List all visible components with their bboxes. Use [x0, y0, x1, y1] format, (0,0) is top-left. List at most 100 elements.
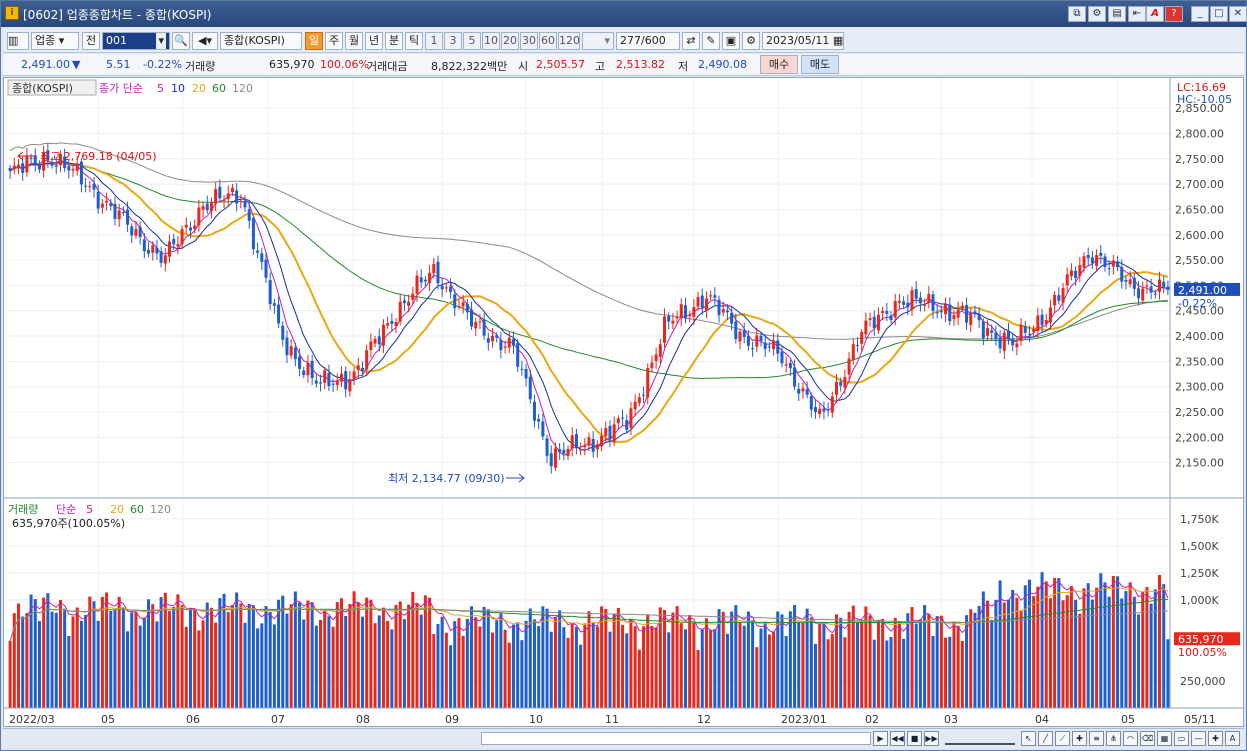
sell-button[interactable]: 매도 [801, 55, 839, 74]
tool-fan-icon[interactable]: ⋔ [1106, 731, 1121, 746]
tool-cursor-icon[interactable]: ↖ [1021, 731, 1036, 746]
code-input[interactable]: 001 ▾ [102, 32, 170, 50]
tool-cross-icon[interactable]: ✚ [1072, 731, 1087, 746]
minimize-button[interactable]: _ [1191, 6, 1209, 22]
x-tick-label: 05/11 [1184, 713, 1216, 726]
tool-grid-icon[interactable]: ▦ [1157, 731, 1172, 746]
minute-1[interactable]: 1 [425, 32, 443, 50]
candle-body [109, 203, 113, 207]
candle-body [1145, 285, 1149, 287]
tab-period-tick[interactable]: 틱 [405, 32, 423, 50]
maximize-button[interactable]: □ [1210, 6, 1228, 22]
candle-body [843, 377, 847, 388]
text-tool-icon[interactable]: A [1225, 731, 1240, 746]
count-field[interactable]: 277/600 [616, 32, 680, 50]
vol-legend-ma60: 60 [130, 503, 144, 516]
legend-name[interactable]: 종합(KOSPI) [12, 82, 73, 95]
close-button[interactable]: ✕ [1229, 6, 1247, 22]
custom-period-select[interactable]: ▾ [582, 32, 614, 50]
candle-body [742, 330, 746, 337]
volume-bar [574, 626, 578, 708]
prev-button[interactable]: 전 [82, 32, 100, 50]
volume-tick-label: 250,000 [1180, 675, 1226, 688]
tool-arc-icon[interactable]: ◠ [1123, 731, 1138, 746]
volume-bar [176, 594, 180, 708]
tab-period-week[interactable]: 주 [325, 32, 343, 50]
minute-60[interactable]: 60 [539, 32, 557, 50]
zoom-out-icon[interactable]: — [1191, 731, 1206, 746]
price-tick-label: 2,300.00 [1175, 381, 1224, 394]
chart-svg[interactable]: 2,850.00 2,800.00 2,750.00 2,700.00 2,650.00… [4, 78, 1243, 726]
print-icon[interactable]: ▤ [1108, 6, 1126, 22]
volume-bar [1086, 583, 1090, 708]
tab-period-day[interactable]: 일 [305, 32, 323, 50]
minute-20[interactable]: 20 [501, 32, 519, 50]
tab-period-minute[interactable]: 분 [385, 32, 403, 50]
first-icon[interactable]: ◀◀ [890, 731, 905, 746]
indicator-icon[interactable]: ✎ [702, 32, 720, 50]
pin-icon[interactable]: ⇤ [1128, 6, 1146, 22]
minute-30[interactable]: 30 [520, 32, 538, 50]
tool-box-icon[interactable]: ▭ [1174, 731, 1189, 746]
candle-body [809, 395, 813, 410]
volume-ma-lines [9, 580, 1169, 642]
low-value: 2,490.08 [698, 58, 747, 71]
date-field[interactable]: 2023/05/11 ▦ [762, 32, 844, 50]
x-tick-label: 05 [101, 713, 115, 726]
compare-icon[interactable]: ⇄ [682, 32, 700, 50]
tool-line-icon[interactable]: ╱ [1038, 731, 1053, 746]
volume-bar [646, 614, 650, 708]
volume-bar [1103, 582, 1107, 708]
candle-body [696, 297, 700, 307]
zoom-in-icon[interactable]: ✚ [1208, 731, 1223, 746]
legend-ma: 종가 단순 [99, 82, 143, 95]
tool-fib-icon[interactable]: ≡ [1089, 731, 1104, 746]
save-icon[interactable]: ▣ [722, 32, 740, 50]
candle-body [474, 322, 478, 329]
legend-ma120: 120 [232, 82, 253, 95]
link-icon[interactable]: ⧉ [1068, 6, 1086, 22]
tool-icon[interactable]: ⚙ [1088, 6, 1106, 22]
volume-bar [1128, 582, 1132, 708]
speaker-icon[interactable]: ◀▾ [192, 32, 218, 50]
tool-trend-icon[interactable]: ⟋ [1055, 731, 1070, 746]
candle-body [230, 188, 234, 193]
volume-bar [260, 623, 264, 708]
scroll-track[interactable] [481, 732, 871, 745]
candle-body [96, 191, 100, 209]
chart-mode-icon[interactable]: ▥ [7, 32, 29, 50]
tool-eraser-icon[interactable]: ⌫ [1140, 731, 1155, 746]
candle-body [1048, 307, 1052, 323]
candle-body [805, 389, 809, 395]
settings-icon[interactable]: ⚙ [742, 32, 760, 50]
volume-bar [973, 612, 977, 708]
price-tick-label: 2,650.00 [1175, 203, 1224, 216]
market-select[interactable]: 업종 ▾ [31, 32, 79, 50]
candle-body [394, 322, 398, 327]
volume-bar [230, 605, 234, 708]
search-icon[interactable]: 🔍 [172, 32, 190, 50]
tab-period-month[interactable]: 월 [345, 32, 363, 50]
minute-5[interactable]: 5 [463, 32, 481, 50]
zoom-slider[interactable] [945, 732, 1015, 745]
calendar-icon[interactable]: ▦ [832, 34, 844, 47]
stop-icon[interactable]: ■ [907, 731, 922, 746]
legend-name-box[interactable] [7, 79, 97, 96]
chart-area[interactable]: 2,850.00 2,800.00 2,750.00 2,700.00 2,650.00… [3, 77, 1244, 727]
minute-3[interactable]: 3 [444, 32, 462, 50]
buy-button[interactable]: 매수 [760, 55, 798, 74]
volume-bar [184, 626, 188, 708]
volume-bars [8, 572, 1170, 708]
candle-body [814, 407, 818, 412]
open-value: 2,505.57 [536, 58, 585, 71]
tab-period-year[interactable]: 년 [365, 32, 383, 50]
volume-bar [784, 636, 788, 708]
minute-10[interactable]: 10 [482, 32, 500, 50]
help-icon[interactable]: ? [1165, 6, 1183, 22]
volume-bar [415, 602, 419, 708]
minute-120[interactable]: 120 [558, 32, 580, 50]
last-icon[interactable]: ▶▶ [924, 731, 939, 746]
x-tick-label: 12 [697, 713, 711, 726]
scroll-right-icon[interactable]: ▶ [873, 731, 888, 746]
font-icon[interactable]: A [1146, 6, 1164, 22]
